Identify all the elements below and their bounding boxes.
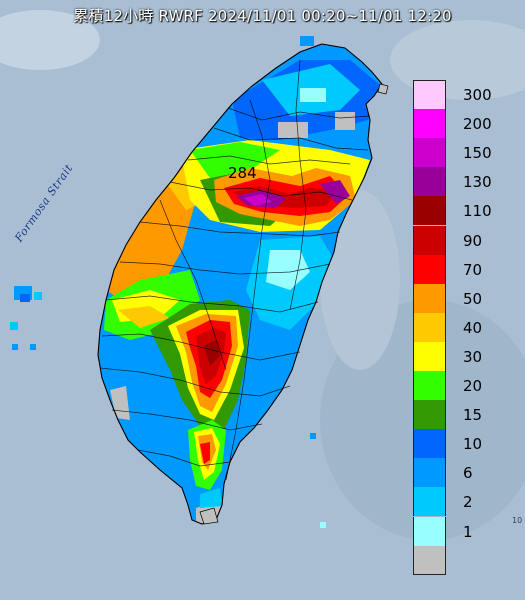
legend-swatch (413, 109, 446, 139)
legend-swatch (413, 341, 446, 371)
legend-swatch (413, 312, 446, 342)
legend-swatch (413, 254, 446, 284)
legend-label: 150 (463, 144, 492, 163)
legend-label: 90 (463, 231, 483, 250)
corner-mark: 10 (512, 516, 523, 525)
outlying-islands (199, 83, 389, 525)
legend-label: 15 (463, 406, 483, 425)
legend-label: 2 (463, 493, 473, 512)
legend-swatch (413, 371, 446, 401)
legend-label: 30 (463, 347, 483, 366)
legend-label: 20 (463, 377, 483, 395)
legend-swatch (413, 283, 446, 313)
offshore-rain-patches (10, 36, 326, 528)
legend-label: 1 (463, 522, 473, 541)
legend-swatch (413, 429, 446, 459)
legend-label: 40 (463, 318, 483, 337)
legend-swatch (413, 80, 446, 110)
legend-swatch (413, 516, 446, 546)
legend-swatch (413, 545, 446, 575)
legend-swatch (413, 167, 446, 197)
legend-label: 6 (463, 464, 473, 483)
legend-swatch (413, 487, 446, 517)
legend-swatch (413, 196, 446, 226)
legend-swatch (413, 400, 446, 430)
max-value-label: 284 (228, 164, 257, 182)
legend-swatch (413, 458, 446, 488)
legend-label: 110 (463, 202, 492, 221)
legend-label: 200 (463, 115, 492, 134)
legend-label: 70 (463, 260, 483, 279)
legend-label: 10 (463, 435, 483, 454)
legend-swatch (413, 225, 446, 255)
county-boundaries (99, 59, 371, 481)
legend-swatch (413, 138, 446, 168)
legend-label: 130 (463, 173, 492, 192)
legend-label: 300 (463, 86, 492, 104)
map-title: 累積12小時 RWRF 2024/11/01 00:20~11/01 12:20 (73, 7, 452, 25)
legend-label: 50 (463, 289, 483, 308)
